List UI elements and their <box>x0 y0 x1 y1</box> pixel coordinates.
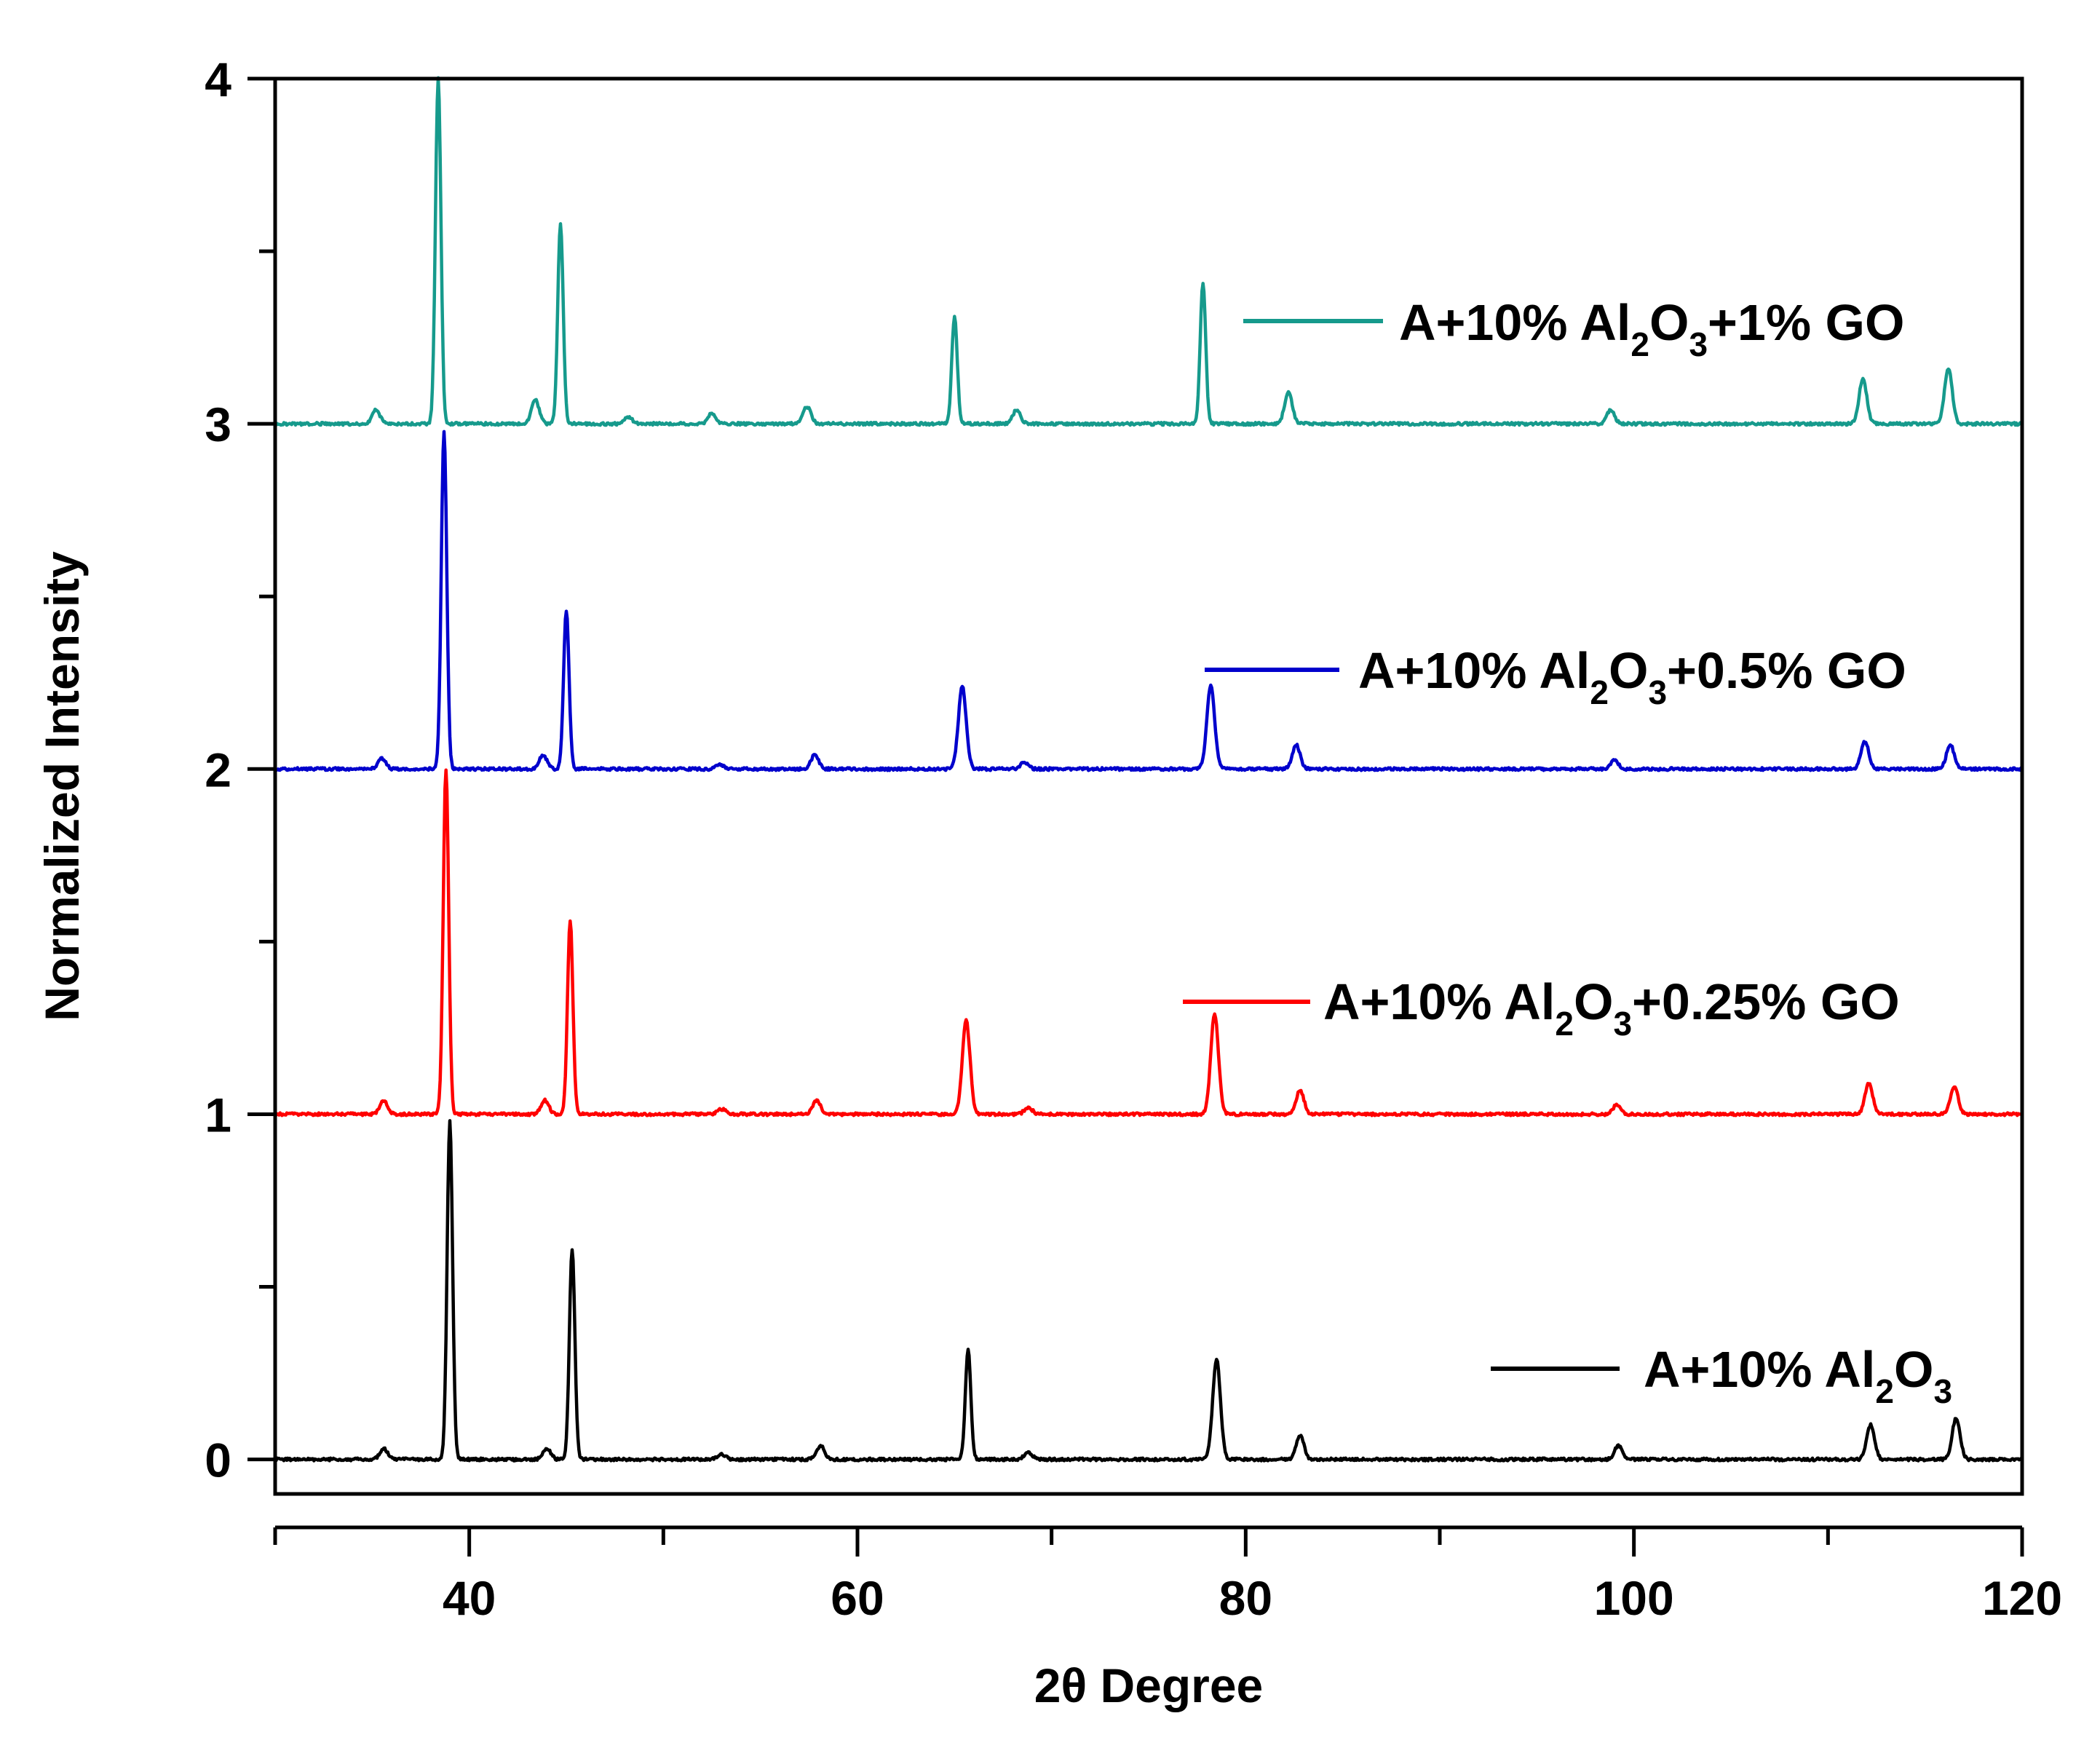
y-tick-label: 3 <box>205 398 231 451</box>
x-tick-label: 120 <box>1982 1571 2062 1625</box>
axes-layer <box>273 76 2024 1530</box>
x-tick-label: 40 <box>443 1571 496 1625</box>
legend-label-1: A+10% Al2O3 <box>1644 1341 1952 1410</box>
legend-label-2: A+10% Al2O3+0.25% GO <box>1323 973 1900 1043</box>
legend-layer: A+10% Al2O3 A+10% Al2O3+0.25% GO A+10% Al2… <box>1183 294 1952 1410</box>
legend-label-3: A+10% Al2O3+0.5% GO <box>1358 642 1906 711</box>
plot-frame <box>273 76 2024 1496</box>
x-tick-label: 80 <box>1219 1571 1272 1625</box>
series-line-3 <box>273 430 2023 772</box>
legend-label-4: A+10% Al2O3+1% GO <box>1399 294 1904 363</box>
series-line-4 <box>273 76 2024 427</box>
y-tick-label: 0 <box>205 1433 231 1487</box>
series-line-1 <box>274 1119 2024 1463</box>
y-tick-label: 1 <box>205 1088 231 1142</box>
y-tick-label: 2 <box>205 743 231 796</box>
x-tick-label: 60 <box>831 1571 884 1625</box>
ticks-layer: 40 60 80 100 120 0 1 2 3 4 <box>205 52 2062 1625</box>
x-axis-title: 2θ Degree <box>1034 1658 1264 1712</box>
series-line-2 <box>274 768 2024 1118</box>
y-tick-label: 4 <box>205 52 231 106</box>
y-axis-title: Normalized Intensity <box>35 551 89 1021</box>
series-layer <box>273 76 2024 1463</box>
x-tick-label: 100 <box>1594 1571 1674 1625</box>
